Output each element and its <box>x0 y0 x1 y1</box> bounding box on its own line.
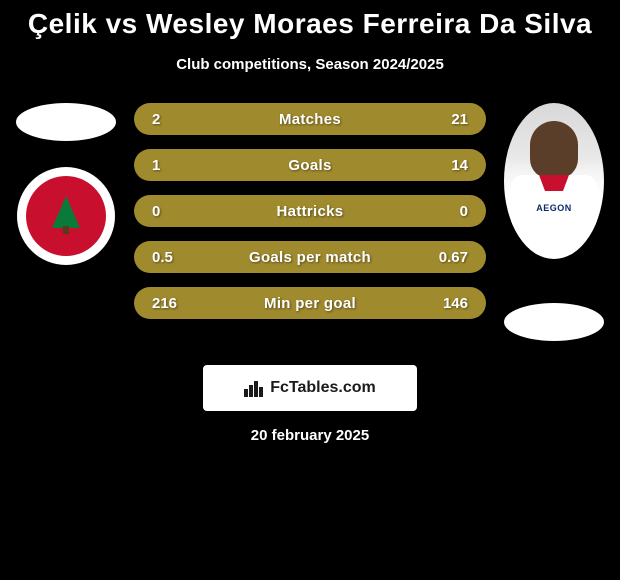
stats-table: 2 Matches 21 1 Goals 14 0 Hattricks 0 0.… <box>134 103 486 319</box>
date-text: 20 february 2025 <box>0 427 620 444</box>
branding-text: FcTables.com <box>270 379 376 397</box>
right-player-column: AEGON <box>504 103 604 341</box>
left-player-column <box>16 103 116 265</box>
stat-label: Goals <box>288 157 331 174</box>
stat-right-value: 0 <box>460 203 468 220</box>
page-title: Çelik vs Wesley Moraes Ferreira Da Silva <box>0 8 620 40</box>
left-club-badge <box>17 167 115 265</box>
stat-right-value: 0.67 <box>439 249 468 266</box>
stat-right-value: 146 <box>443 295 468 312</box>
stat-row: 2 Matches 21 <box>134 103 486 135</box>
main-row: 2 Matches 21 1 Goals 14 0 Hattricks 0 0.… <box>0 103 620 341</box>
jersey-sponsor-text: AEGON <box>536 203 572 213</box>
left-player-placeholder <box>16 103 116 141</box>
stat-row: 0.5 Goals per match 0.67 <box>134 241 486 273</box>
stat-label: Matches <box>279 111 341 128</box>
subtitle: Club competitions, Season 2024/2025 <box>0 56 620 73</box>
stat-right-value: 21 <box>451 111 468 128</box>
club-badge-inner <box>26 176 106 256</box>
comparison-card: Çelik vs Wesley Moraes Ferreira Da Silva… <box>0 0 620 444</box>
branding-badge[interactable]: FcTables.com <box>203 365 417 411</box>
right-player-photo: AEGON <box>504 103 604 259</box>
player-head-shape <box>530 121 578 179</box>
stat-row: 216 Min per goal 146 <box>134 287 486 319</box>
right-club-placeholder <box>504 303 604 341</box>
stat-left-value: 216 <box>152 295 177 312</box>
stat-left-value: 2 <box>152 111 160 128</box>
stat-row: 0 Hattricks 0 <box>134 195 486 227</box>
stat-label: Min per goal <box>264 295 356 312</box>
bars-icon <box>244 379 264 397</box>
stat-label: Goals per match <box>249 249 371 266</box>
stat-label: Hattricks <box>277 203 344 220</box>
tree-icon <box>52 196 80 228</box>
stat-left-value: 0.5 <box>152 249 173 266</box>
stat-left-value: 1 <box>152 157 160 174</box>
stat-row: 1 Goals 14 <box>134 149 486 181</box>
stat-right-value: 14 <box>451 157 468 174</box>
stat-left-value: 0 <box>152 203 160 220</box>
